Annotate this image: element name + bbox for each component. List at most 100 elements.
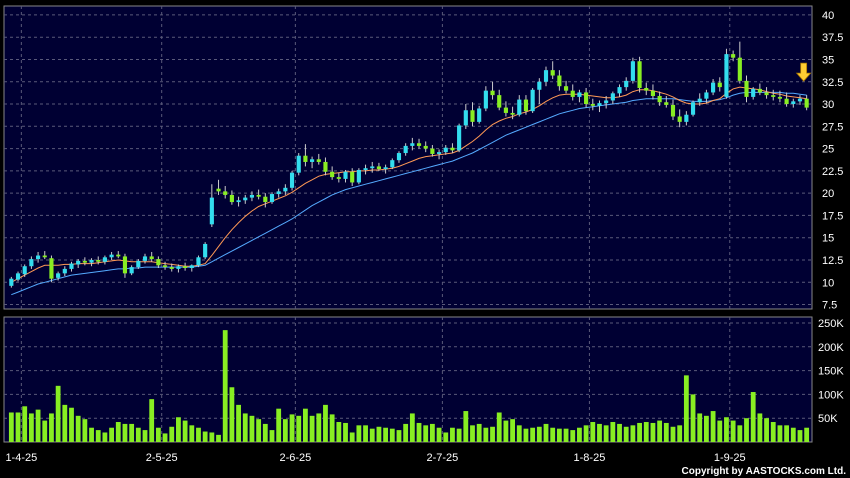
volume-bar (570, 430, 576, 442)
candle-body (450, 147, 455, 151)
candlestick-series (9, 41, 809, 288)
candle (630, 57, 635, 84)
volume-tick-label: 200K (818, 342, 844, 354)
candle-body (737, 57, 742, 81)
date-tick-label: 2-5-25 (146, 452, 178, 464)
candle-body (303, 155, 308, 162)
candle (256, 189, 261, 200)
candle (483, 86, 488, 112)
candle (216, 179, 221, 195)
volume-bar (55, 385, 61, 442)
candle (450, 143, 455, 154)
volume-bar (717, 420, 723, 442)
candle (503, 101, 508, 117)
volume-bar (710, 411, 716, 442)
candle-body (142, 256, 148, 261)
candle-body (263, 196, 268, 203)
candle (470, 102, 475, 127)
volume-bar (543, 423, 549, 442)
candle (490, 81, 495, 100)
candle-body (784, 98, 789, 105)
volume-bar (396, 430, 402, 442)
volume-bar (329, 414, 335, 442)
candle-body (637, 61, 642, 88)
candle-body (209, 197, 214, 225)
candle (543, 66, 549, 87)
candle-body (470, 110, 475, 122)
candle (15, 271, 21, 282)
volume-axis-ticks: 50K 100K 150K 200K 250K (818, 318, 844, 425)
volume-bar (670, 426, 676, 442)
volume-bar (229, 387, 235, 442)
candle-body (804, 98, 809, 108)
candle (697, 93, 702, 106)
candle (136, 259, 141, 269)
candle-body (176, 266, 181, 269)
candle-body (584, 92, 589, 105)
volume-bar (690, 394, 696, 442)
candle (530, 87, 535, 113)
candle-body (463, 110, 468, 126)
candle-body (323, 161, 328, 172)
candle-body (416, 143, 422, 146)
volume-bar (256, 419, 262, 442)
candle-body (430, 148, 435, 154)
price-tick-label: 15 (822, 233, 834, 245)
candle (122, 253, 128, 278)
candle-body (604, 100, 609, 104)
volume-tick-label: 100K (818, 389, 844, 401)
candle-body (129, 267, 134, 274)
candle (557, 70, 562, 91)
volume-bar (316, 413, 322, 442)
candle (637, 56, 642, 93)
volume-bar (777, 425, 783, 442)
volume-bar (603, 425, 609, 442)
volume-bar (470, 425, 475, 442)
candle (303, 144, 308, 167)
candle (457, 123, 462, 153)
volume-gridlines (4, 317, 812, 442)
candle-body (89, 259, 94, 263)
volume-bar (536, 426, 542, 442)
candle (229, 190, 234, 205)
candle-body (797, 98, 803, 102)
volume-bar (22, 406, 28, 442)
candle (162, 261, 168, 270)
candle (283, 184, 288, 195)
candle-body (697, 98, 702, 103)
candle (751, 87, 756, 100)
volume-bar (363, 425, 368, 442)
volume-bar (75, 415, 81, 442)
candle-body (390, 160, 395, 168)
candle (62, 266, 67, 277)
candle (443, 145, 448, 155)
volume-bar (309, 415, 315, 442)
price-plot-area (3, 5, 813, 310)
candle (396, 151, 402, 163)
candle (403, 143, 408, 156)
volume-bar (650, 422, 656, 442)
candle (356, 168, 361, 185)
candle (757, 83, 762, 96)
candle-body (223, 191, 228, 195)
date-tick-label: 1-8-25 (574, 452, 606, 464)
candle-body (116, 254, 121, 257)
candle-body (423, 145, 428, 149)
volume-bar (15, 412, 21, 442)
volume-bar (764, 418, 769, 442)
moving-average-short-line (11, 86, 807, 283)
volume-bar (249, 415, 255, 442)
candle-body (690, 102, 696, 115)
volume-bar (784, 425, 790, 442)
candle-body (410, 143, 415, 146)
candle-body (650, 90, 656, 97)
price-tick-label: 40 (822, 10, 834, 22)
down-arrow-icon (795, 62, 812, 82)
candle-body (76, 260, 81, 265)
candle (704, 89, 709, 104)
candle (383, 164, 388, 174)
volume-bar (443, 432, 449, 442)
volume-bar (383, 427, 389, 442)
volume-tick-label: 150K (818, 366, 844, 378)
price-tick-label: 25 (822, 144, 834, 156)
